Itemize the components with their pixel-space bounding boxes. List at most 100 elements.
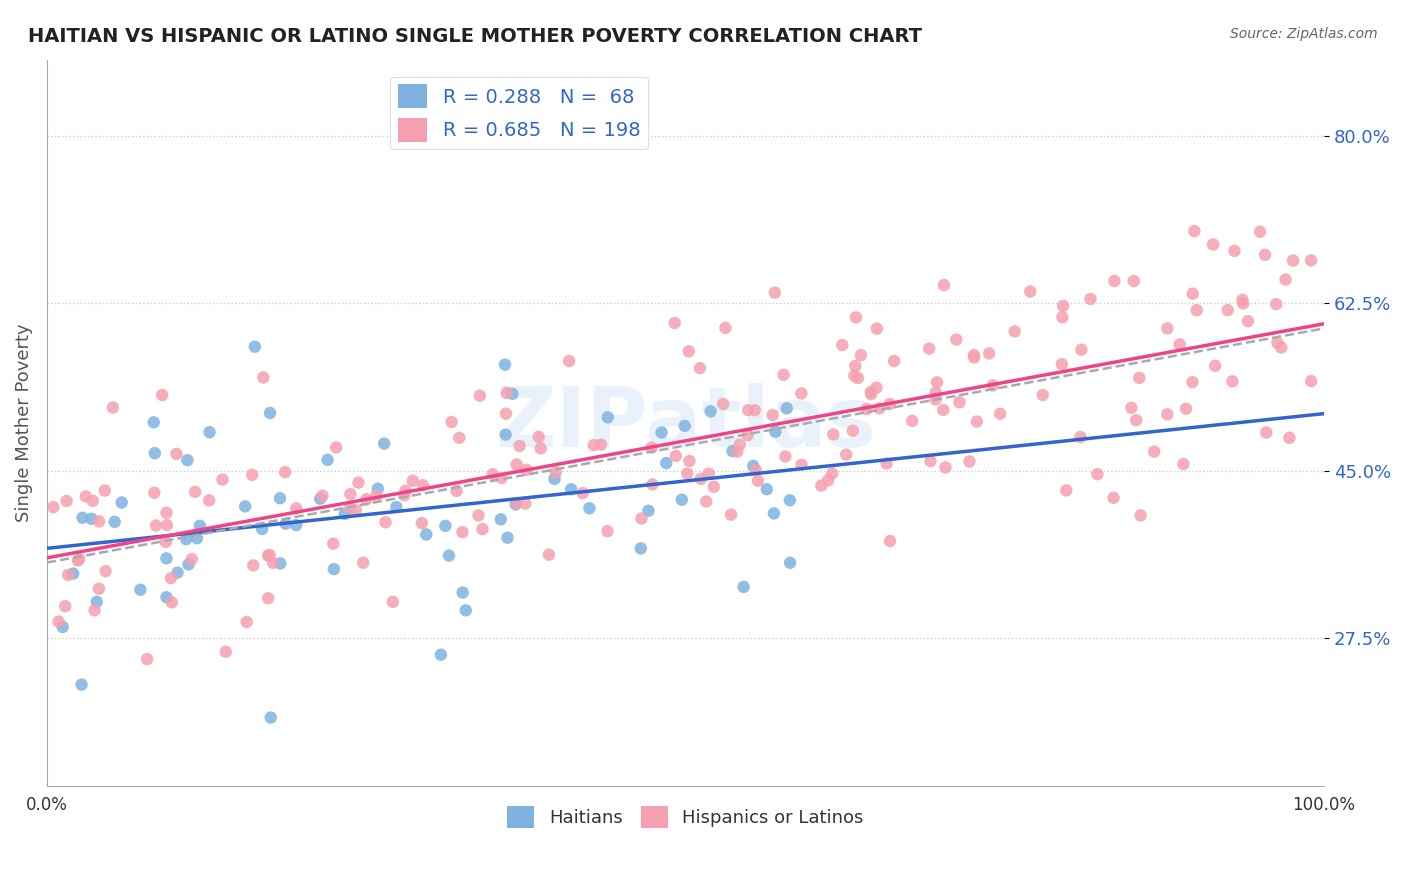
Text: ZIPatlas: ZIPatlas	[495, 383, 876, 464]
Point	[446, 483, 468, 498]
Point	[211, 473, 233, 487]
Point	[846, 371, 869, 385]
Point	[262, 556, 284, 570]
Point	[640, 441, 662, 455]
Point	[755, 482, 778, 496]
Point	[515, 496, 537, 510]
Point	[1265, 297, 1288, 311]
Point	[664, 316, 686, 330]
Point	[721, 444, 744, 458]
Point	[737, 403, 759, 417]
Point	[776, 401, 799, 416]
Point	[963, 348, 986, 362]
Point	[160, 595, 183, 609]
Point	[1270, 341, 1292, 355]
Point	[979, 346, 1001, 360]
Point	[269, 491, 291, 506]
Point	[240, 467, 263, 482]
Point	[233, 500, 256, 514]
Point	[918, 342, 941, 356]
Point	[356, 492, 378, 507]
Point	[823, 427, 845, 442]
Point	[1004, 325, 1026, 339]
Point	[844, 359, 866, 373]
Point	[373, 436, 395, 450]
Point	[596, 524, 619, 538]
Point	[932, 403, 955, 417]
Point	[62, 566, 84, 581]
Point	[1237, 314, 1260, 328]
Point	[250, 522, 273, 536]
Point	[966, 415, 988, 429]
Point	[467, 508, 489, 523]
Point	[1102, 491, 1125, 505]
Point	[697, 467, 720, 481]
Point	[101, 401, 124, 415]
Point	[637, 504, 659, 518]
Point	[339, 487, 361, 501]
Point	[188, 518, 211, 533]
Point	[505, 496, 527, 510]
Point	[180, 552, 202, 566]
Point	[155, 506, 177, 520]
Point	[537, 548, 560, 562]
Point	[747, 474, 769, 488]
Point	[259, 406, 281, 420]
Point	[489, 512, 512, 526]
Point	[174, 532, 197, 546]
Point	[56, 567, 79, 582]
Point	[333, 507, 356, 521]
Point	[879, 397, 901, 411]
Point	[1121, 401, 1143, 415]
Point	[1256, 425, 1278, 440]
Point	[845, 310, 868, 325]
Point	[530, 442, 553, 456]
Point	[699, 404, 721, 418]
Point	[1182, 224, 1205, 238]
Point	[339, 500, 361, 515]
Point	[742, 458, 765, 473]
Point	[920, 454, 942, 468]
Point	[155, 534, 177, 549]
Point	[720, 508, 742, 522]
Point	[835, 448, 858, 462]
Point	[582, 438, 605, 452]
Point	[87, 582, 110, 596]
Point	[728, 437, 751, 451]
Point	[494, 358, 516, 372]
Point	[641, 477, 664, 491]
Point	[1168, 337, 1191, 351]
Point	[322, 536, 344, 550]
Point	[495, 427, 517, 442]
Point	[160, 571, 183, 585]
Point	[924, 392, 946, 407]
Point	[596, 410, 619, 425]
Point	[1301, 374, 1323, 388]
Point	[855, 402, 877, 417]
Point	[155, 591, 177, 605]
Point	[762, 507, 785, 521]
Point	[945, 333, 967, 347]
Point	[695, 494, 717, 508]
Point	[844, 368, 866, 383]
Point	[544, 466, 567, 480]
Point	[143, 446, 166, 460]
Point	[860, 387, 883, 401]
Point	[925, 376, 948, 390]
Point	[876, 457, 898, 471]
Point	[515, 463, 537, 477]
Point	[665, 449, 688, 463]
Point	[67, 552, 90, 566]
Point	[1222, 375, 1244, 389]
Legend: Haitians, Hispanics or Latinos: Haitians, Hispanics or Latinos	[501, 799, 870, 836]
Point	[1301, 253, 1323, 268]
Point	[714, 321, 737, 335]
Point	[1128, 371, 1150, 385]
Point	[630, 541, 652, 556]
Point	[94, 564, 117, 578]
Point	[366, 489, 388, 503]
Point	[630, 511, 652, 525]
Point	[468, 389, 491, 403]
Point	[1204, 359, 1226, 373]
Point	[325, 441, 347, 455]
